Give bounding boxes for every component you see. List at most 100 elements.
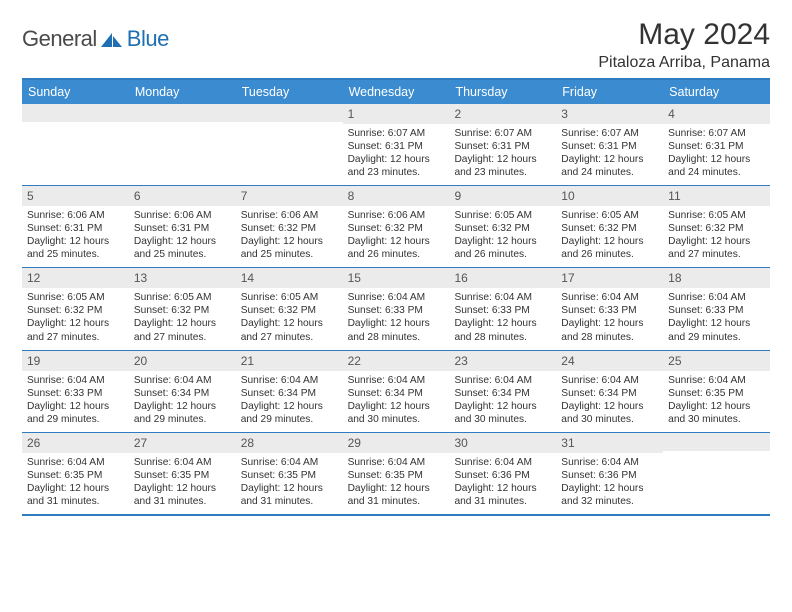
header: General Blue May 2024 Pitaloza Arriba, P… [22,18,770,72]
sunset-text: Sunset: 6:33 PM [454,304,551,317]
sunset-text: Sunset: 6:33 PM [561,304,658,317]
daylight-text: Daylight: 12 hours and 30 minutes. [454,400,551,426]
sunrise-text: Sunrise: 6:04 AM [561,456,658,469]
sunrise-text: Sunrise: 6:04 AM [348,291,445,304]
week-row: 26Sunrise: 6:04 AMSunset: 6:35 PMDayligh… [22,432,770,514]
sunset-text: Sunset: 6:32 PM [561,222,658,235]
day-body: Sunrise: 6:07 AMSunset: 6:31 PMDaylight:… [449,124,556,185]
weekday-header: Saturday [663,80,770,104]
day-cell: 2Sunrise: 6:07 AMSunset: 6:31 PMDaylight… [449,104,556,185]
day-cell [129,104,236,185]
day-cell: 31Sunrise: 6:04 AMSunset: 6:36 PMDayligh… [556,433,663,514]
weekday-header: Tuesday [236,80,343,104]
logo-text-blue: Blue [127,26,169,52]
daylight-text: Daylight: 12 hours and 31 minutes. [134,482,231,508]
day-body [236,122,343,180]
sunrise-text: Sunrise: 6:04 AM [241,374,338,387]
sunset-text: Sunset: 6:32 PM [134,304,231,317]
logo-sail-icon [101,31,123,54]
daylight-text: Daylight: 12 hours and 31 minutes. [27,482,124,508]
daylight-text: Daylight: 12 hours and 24 minutes. [668,153,765,179]
day-number: 9 [449,186,556,206]
day-body: Sunrise: 6:05 AMSunset: 6:32 PMDaylight:… [236,288,343,349]
day-number: 19 [22,351,129,371]
sunrise-text: Sunrise: 6:04 AM [348,374,445,387]
sunrise-text: Sunrise: 6:05 AM [134,291,231,304]
day-number: 5 [22,186,129,206]
day-cell: 12Sunrise: 6:05 AMSunset: 6:32 PMDayligh… [22,268,129,349]
day-body: Sunrise: 6:04 AMSunset: 6:35 PMDaylight:… [22,453,129,514]
day-body: Sunrise: 6:05 AMSunset: 6:32 PMDaylight:… [129,288,236,349]
daylight-text: Daylight: 12 hours and 23 minutes. [348,153,445,179]
day-body: Sunrise: 6:05 AMSunset: 6:32 PMDaylight:… [663,206,770,267]
daylight-text: Daylight: 12 hours and 28 minutes. [348,317,445,343]
daylight-text: Daylight: 12 hours and 29 minutes. [241,400,338,426]
location-label: Pitaloza Arriba, Panama [598,54,770,72]
sunset-text: Sunset: 6:32 PM [241,304,338,317]
day-cell: 16Sunrise: 6:04 AMSunset: 6:33 PMDayligh… [449,268,556,349]
day-number: 12 [22,268,129,288]
day-number: 8 [343,186,450,206]
daylight-text: Daylight: 12 hours and 25 minutes. [134,235,231,261]
daylight-text: Daylight: 12 hours and 25 minutes. [241,235,338,261]
day-cell [22,104,129,185]
day-body: Sunrise: 6:04 AMSunset: 6:33 PMDaylight:… [343,288,450,349]
weekday-header-row: Sunday Monday Tuesday Wednesday Thursday… [22,80,770,104]
day-number: 1 [343,104,450,124]
day-body: Sunrise: 6:04 AMSunset: 6:35 PMDaylight:… [236,453,343,514]
sunset-text: Sunset: 6:31 PM [454,140,551,153]
day-body: Sunrise: 6:04 AMSunset: 6:34 PMDaylight:… [449,371,556,432]
daylight-text: Daylight: 12 hours and 26 minutes. [561,235,658,261]
day-cell: 19Sunrise: 6:04 AMSunset: 6:33 PMDayligh… [22,351,129,432]
day-body: Sunrise: 6:07 AMSunset: 6:31 PMDaylight:… [343,124,450,185]
day-number: 27 [129,433,236,453]
sunset-text: Sunset: 6:31 PM [561,140,658,153]
day-cell: 26Sunrise: 6:04 AMSunset: 6:35 PMDayligh… [22,433,129,514]
day-cell: 1Sunrise: 6:07 AMSunset: 6:31 PMDaylight… [343,104,450,185]
sunrise-text: Sunrise: 6:04 AM [27,456,124,469]
sunrise-text: Sunrise: 6:05 AM [561,209,658,222]
daylight-text: Daylight: 12 hours and 31 minutes. [241,482,338,508]
sunrise-text: Sunrise: 6:04 AM [668,374,765,387]
sunset-text: Sunset: 6:32 PM [348,222,445,235]
sunset-text: Sunset: 6:33 PM [348,304,445,317]
day-number: 21 [236,351,343,371]
day-number: 29 [343,433,450,453]
sunset-text: Sunset: 6:31 PM [668,140,765,153]
daylight-text: Daylight: 12 hours and 26 minutes. [348,235,445,261]
day-number: 23 [449,351,556,371]
sunset-text: Sunset: 6:35 PM [241,469,338,482]
day-number: 18 [663,268,770,288]
day-cell: 28Sunrise: 6:04 AMSunset: 6:35 PMDayligh… [236,433,343,514]
sunrise-text: Sunrise: 6:07 AM [454,127,551,140]
month-title: May 2024 [598,18,770,52]
day-body: Sunrise: 6:05 AMSunset: 6:32 PMDaylight:… [449,206,556,267]
day-cell: 11Sunrise: 6:05 AMSunset: 6:32 PMDayligh… [663,186,770,267]
day-body: Sunrise: 6:04 AMSunset: 6:35 PMDaylight:… [663,371,770,432]
daylight-text: Daylight: 12 hours and 29 minutes. [134,400,231,426]
sunrise-text: Sunrise: 6:04 AM [454,291,551,304]
day-number: 4 [663,104,770,124]
daylight-text: Daylight: 12 hours and 28 minutes. [454,317,551,343]
day-cell: 6Sunrise: 6:06 AMSunset: 6:31 PMDaylight… [129,186,236,267]
day-cell: 10Sunrise: 6:05 AMSunset: 6:32 PMDayligh… [556,186,663,267]
day-body: Sunrise: 6:05 AMSunset: 6:32 PMDaylight:… [556,206,663,267]
sunrise-text: Sunrise: 6:05 AM [27,291,124,304]
day-cell: 4Sunrise: 6:07 AMSunset: 6:31 PMDaylight… [663,104,770,185]
day-body: Sunrise: 6:04 AMSunset: 6:33 PMDaylight:… [663,288,770,349]
day-number: 17 [556,268,663,288]
day-cell: 22Sunrise: 6:04 AMSunset: 6:34 PMDayligh… [343,351,450,432]
day-cell: 13Sunrise: 6:05 AMSunset: 6:32 PMDayligh… [129,268,236,349]
logo: General Blue [22,26,169,52]
sunset-text: Sunset: 6:32 PM [27,304,124,317]
sunrise-text: Sunrise: 6:07 AM [348,127,445,140]
sunset-text: Sunset: 6:32 PM [668,222,765,235]
sunset-text: Sunset: 6:34 PM [348,387,445,400]
sunset-text: Sunset: 6:34 PM [561,387,658,400]
day-cell: 24Sunrise: 6:04 AMSunset: 6:34 PMDayligh… [556,351,663,432]
day-cell: 15Sunrise: 6:04 AMSunset: 6:33 PMDayligh… [343,268,450,349]
day-body: Sunrise: 6:04 AMSunset: 6:34 PMDaylight:… [556,371,663,432]
day-cell: 21Sunrise: 6:04 AMSunset: 6:34 PMDayligh… [236,351,343,432]
day-body [663,451,770,509]
day-number: 30 [449,433,556,453]
